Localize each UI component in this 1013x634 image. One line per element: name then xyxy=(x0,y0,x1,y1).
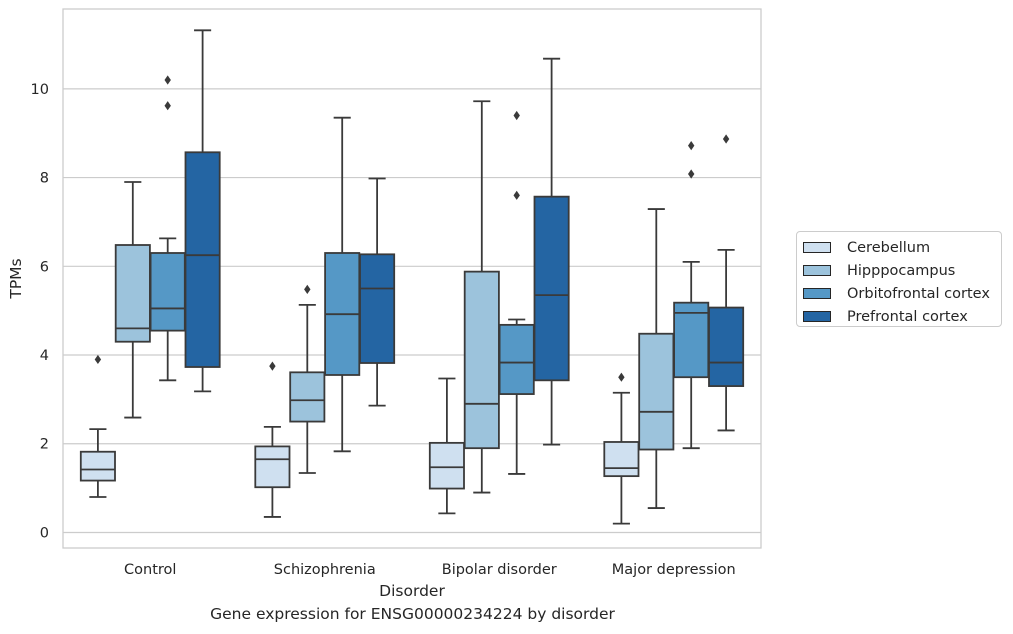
box-orbitofrontal-cortex-bipolar-disorder xyxy=(498,110,535,475)
outlier-marker xyxy=(304,284,311,294)
box-hipppocampus-bipolar-disorder xyxy=(463,100,500,494)
box-hipppocampus-major-depression xyxy=(638,208,675,509)
box-iqr xyxy=(498,323,535,395)
box-hipppocampus-control xyxy=(114,181,151,419)
box-orbitofrontal-cortex-major-depression xyxy=(673,141,710,450)
legend-label-orbitofrontal-cortex: Orbitofrontal cortex xyxy=(847,285,990,302)
box-iqr xyxy=(359,253,396,364)
legend-swatch-prefrontal-cortex xyxy=(803,311,831,322)
box-prefrontal-cortex-bipolar-disorder xyxy=(533,57,570,446)
outlier-marker xyxy=(618,372,625,382)
legend-swatch-cerebellum xyxy=(803,242,831,253)
box-prefrontal-cortex-control xyxy=(184,29,221,393)
box-iqr xyxy=(638,332,675,451)
legend-label-hippocampus: Hipppocampus xyxy=(847,262,956,279)
box-iqr xyxy=(289,371,326,423)
x-axis-label: Disorder xyxy=(379,582,445,600)
outlier-marker xyxy=(688,141,695,151)
box-iqr xyxy=(673,301,710,379)
box-iqr xyxy=(428,441,465,490)
box-orbitofrontal-cortex-control xyxy=(149,75,186,382)
figure-caption: Gene expression for ENSG00000234224 by d… xyxy=(210,605,615,623)
legend-item-hippocampus: Hipppocampus xyxy=(803,259,1001,282)
x-tick-label-control: Control xyxy=(124,562,176,578)
box-iqr xyxy=(114,244,151,343)
axes-frame xyxy=(62,8,762,549)
legend-item-prefrontal-cortex: Prefrontal cortex xyxy=(803,305,1001,328)
legend-item-orbitofrontal-cortex: Orbitofrontal cortex xyxy=(803,282,1001,305)
legend-swatch-hippocampus xyxy=(803,265,831,276)
box-cerebellum-bipolar-disorder xyxy=(428,377,465,515)
x-tick-label-schizophrenia: Schizophrenia xyxy=(274,562,376,578)
outlier-marker xyxy=(513,110,520,121)
legend-item-cerebellum: Cerebellum xyxy=(803,236,1001,259)
outlier-marker xyxy=(688,169,695,179)
box-iqr xyxy=(603,441,640,478)
y-axis-label: TPMs xyxy=(7,258,25,299)
box-prefrontal-cortex-schizophrenia xyxy=(359,177,396,407)
box-hipppocampus-schizophrenia xyxy=(289,284,326,474)
legend-swatch-orbitofrontal-cortex xyxy=(803,288,831,299)
y-tick-label: 8 xyxy=(40,171,49,187)
box-cerebellum-schizophrenia xyxy=(254,361,291,518)
legend-label-cerebellum: Cerebellum xyxy=(847,239,931,256)
x-tick-label-major-depression: Major depression xyxy=(612,562,736,578)
y-tick-label: 0 xyxy=(40,525,49,541)
box-iqr xyxy=(79,450,116,482)
box-orbitofrontal-cortex-schizophrenia xyxy=(324,116,361,453)
outlier-marker xyxy=(269,361,276,371)
outlier-marker xyxy=(164,75,171,85)
legend-label-prefrontal-cortex: Prefrontal cortex xyxy=(847,308,968,325)
box-iqr xyxy=(533,195,570,382)
outlier-marker xyxy=(164,101,171,111)
box-iqr xyxy=(463,270,500,450)
x-tick-labels: Control Schizophrenia Bipolar disorder Majo… xyxy=(124,562,736,578)
box-iqr xyxy=(149,252,186,332)
y-tick-label: 6 xyxy=(40,259,49,275)
y-tick-label: 10 xyxy=(31,82,49,98)
x-tick-label-bipolar-disorder: Bipolar disorder xyxy=(442,562,557,578)
y-tick-label: 2 xyxy=(40,437,49,453)
outlier-marker xyxy=(513,190,520,200)
box-cerebellum-major-depression xyxy=(603,372,640,525)
outlier-marker xyxy=(94,354,102,365)
box-prefrontal-cortex-major-depression xyxy=(708,134,745,432)
box-cerebellum-control xyxy=(79,354,116,498)
box-iqr xyxy=(184,151,221,368)
y-tick-labels: 0 2 4 6 8 10 xyxy=(31,82,49,542)
outlier-marker xyxy=(722,134,730,144)
legend: Cerebellum Hipppocampus Orbitofrontal co… xyxy=(796,231,1002,327)
box-plot-marks xyxy=(79,29,745,525)
box-iqr xyxy=(254,445,291,489)
box-iqr xyxy=(708,306,745,387)
y-tick-label: 4 xyxy=(40,348,49,364)
